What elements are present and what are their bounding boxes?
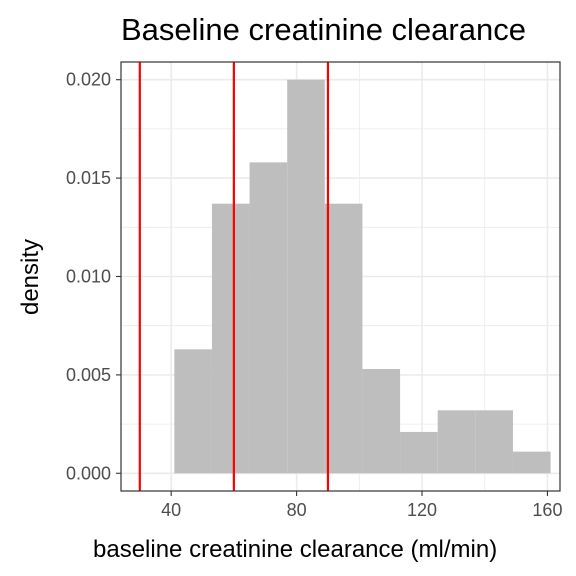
y-axis: 0.000 0.005 0.010 0.015 0.020 xyxy=(66,70,121,484)
x-tick-label: 160 xyxy=(532,500,562,520)
y-tick-label: 0.010 xyxy=(66,267,111,287)
histogram-bar xyxy=(174,349,212,473)
histogram-bar xyxy=(475,410,513,473)
y-axis-title: density xyxy=(17,239,44,315)
histogram-bar xyxy=(287,80,325,474)
x-axis-title: baseline creatinine clearance (ml/min) xyxy=(93,536,497,563)
chart-title: Baseline creatinine clearance xyxy=(121,12,526,47)
histogram-bar xyxy=(325,204,363,474)
x-tick-label: 80 xyxy=(287,500,307,520)
histogram-bar xyxy=(212,204,250,474)
histogram-bar xyxy=(250,162,288,473)
x-axis: 40 80 120 160 xyxy=(161,491,562,520)
y-tick-label: 0.000 xyxy=(66,463,111,483)
y-tick-label: 0.020 xyxy=(66,70,111,90)
histogram-bar xyxy=(513,452,551,474)
histogram-bar xyxy=(438,410,476,473)
y-tick-label: 0.005 xyxy=(66,365,111,385)
x-tick-label: 40 xyxy=(161,500,181,520)
histogram-bar xyxy=(362,369,400,473)
histogram-bar xyxy=(400,432,438,473)
x-tick-label: 120 xyxy=(407,500,437,520)
y-tick-label: 0.015 xyxy=(66,168,111,188)
